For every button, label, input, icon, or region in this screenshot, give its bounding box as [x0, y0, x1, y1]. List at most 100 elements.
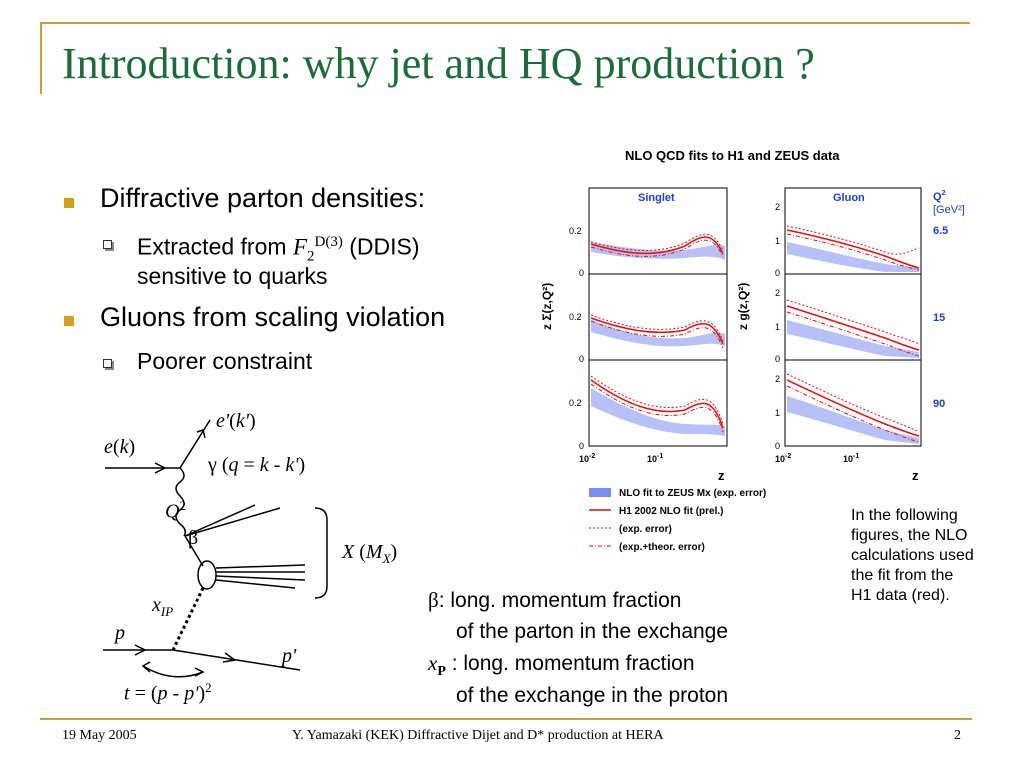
- label-t-minus: -: [167, 682, 185, 705]
- f2-sup: D(3): [314, 234, 343, 250]
- nlo-qcd-figure: Singlet Gluon z Σ(z,Q²) z g(z,Q²) 0.2 0 …: [540, 187, 965, 553]
- x-line-1: [184, 504, 256, 537]
- note-line: H1 data (red).: [851, 587, 950, 604]
- f2-sub: 2: [307, 248, 315, 265]
- label-kprime2: k': [285, 454, 299, 476]
- label-e: e: [104, 436, 113, 458]
- gluon-ytick: 2: [775, 374, 780, 384]
- h1-fit-curve: [590, 236, 724, 255]
- gluon-ytick: 2: [775, 288, 780, 298]
- label-t-sym: t: [124, 682, 130, 705]
- t-arrowhead-left: [141, 661, 151, 673]
- label-X-MX: X (MX): [342, 541, 398, 566]
- def-xp-symbol: x: [428, 651, 438, 675]
- h1-fit-curve: [786, 305, 920, 351]
- bullet-marker: [64, 198, 74, 208]
- h1-theor-error: [590, 239, 724, 258]
- sub-bullet-marker: [103, 359, 112, 368]
- feynman-diagram: [103, 419, 328, 678]
- t-arrow: [142, 665, 204, 678]
- legend-theor: (exp.+theor. error): [619, 542, 705, 553]
- h1-fit-curve: [590, 379, 724, 429]
- jet-line-1: [215, 564, 306, 569]
- footer-center: Y. Yamazaki (KEK) Diffractive Dijet and …: [292, 728, 664, 743]
- bullet-1-text: Diffractive parton densities:: [100, 183, 426, 213]
- xtick-base: 10: [579, 454, 589, 464]
- label-Q2: Q2: [165, 498, 186, 524]
- label-Q-sup: 2: [179, 498, 186, 513]
- note-line: In the following: [851, 507, 958, 524]
- h1-fit-curve: [786, 229, 920, 269]
- gluon-row-1: [786, 225, 920, 272]
- gamma-symbol: γ: [208, 454, 217, 476]
- gluon-xtick: 10-1: [843, 453, 859, 464]
- sub-bullet-marker: [103, 240, 112, 249]
- extracted-suffix: (DDIS): [342, 233, 420, 260]
- label-minus: -: [268, 454, 286, 476]
- electron-arrow-out: [196, 429, 206, 439]
- h1-exp-error: [786, 225, 920, 255]
- singlet-row-3: [590, 375, 725, 436]
- jet-line-3: [215, 575, 306, 581]
- bottom-rule: [40, 718, 972, 720]
- h1-theor-error: [786, 233, 920, 271]
- singlet-xtick: 10-1: [647, 453, 663, 464]
- gluon-ytick: 2: [775, 202, 780, 212]
- h1-theor-error: [590, 383, 724, 433]
- singlet-panel-frame: [588, 187, 728, 447]
- singlet-row-1: [590, 233, 725, 260]
- label-eprime-sym: e': [216, 410, 230, 432]
- top-rule: [40, 22, 970, 24]
- q2-header-text: Q: [933, 191, 942, 203]
- zeus-band: [591, 388, 725, 436]
- t-arrowhead-right: [194, 667, 205, 677]
- label-e-k: e(k): [104, 436, 136, 458]
- proton-line-out: [172, 649, 301, 671]
- label-eq: =: [238, 454, 260, 476]
- h1-theor-error: [590, 320, 724, 349]
- gluon-xtick: 10-2: [775, 453, 791, 464]
- zeus-band: [591, 242, 725, 260]
- singlet-label: Singlet: [638, 192, 675, 204]
- parton-blob: [197, 560, 217, 590]
- xtick-base: 10: [775, 454, 785, 464]
- h1-fit-curve: [786, 379, 920, 437]
- singlet-ytick: 0: [579, 268, 584, 278]
- singlet-ytick: 0.2: [569, 398, 582, 408]
- xtick-exp: -1: [853, 453, 859, 460]
- def-beta-line1: : long. momentum fraction: [438, 589, 682, 612]
- footer-date: 19 May 2005: [62, 728, 137, 743]
- gluon-ytick: 0: [775, 268, 780, 278]
- gluon-ytick: 0: [775, 354, 780, 364]
- x-line-2: [184, 507, 281, 537]
- exchange-line: [184, 535, 204, 567]
- gluon-ytick: 1: [775, 322, 780, 332]
- sub-bullet-sensitive: sensitive to quarks: [137, 263, 328, 289]
- label-p: p: [115, 622, 125, 645]
- singlet-xlabel: z: [718, 468, 725, 483]
- proton-arrow-out: [222, 652, 237, 663]
- singlet-ytick: 0.2: [569, 226, 582, 236]
- label-t-p: p: [157, 682, 168, 705]
- label-t: t = (p - p')2: [124, 680, 212, 705]
- slide-title: Introduction: why jet and HQ production …: [62, 39, 815, 88]
- legend-exp: (exp. error): [619, 524, 672, 535]
- gluon-xlabel: z: [912, 468, 919, 483]
- note-line: the fit from the: [851, 567, 954, 584]
- q2-value: 6.5: [933, 225, 948, 237]
- f2-symbol: F: [292, 234, 307, 260]
- footer-page: 2: [954, 728, 961, 743]
- bullet-marker: [64, 316, 74, 326]
- sub-bullet-extracted: Extracted from F2D(3) (DDIS): [137, 226, 420, 272]
- gluon-row-2: [786, 299, 920, 358]
- q2-unit: [GeV²]: [933, 204, 965, 216]
- xtick-exp: -2: [589, 453, 595, 460]
- label-eprime: e'(k'): [216, 410, 256, 432]
- gluon-ytick: 1: [775, 408, 780, 418]
- h1-exp-error: [786, 373, 920, 433]
- h1-fit-curve: [590, 317, 724, 345]
- left-rule: [40, 22, 42, 94]
- legend-zeus: NLO fit to ZEUS Mx (exp. error): [619, 488, 766, 499]
- xtick-base: 10: [647, 454, 657, 464]
- def-beta-symbol: β: [428, 588, 439, 612]
